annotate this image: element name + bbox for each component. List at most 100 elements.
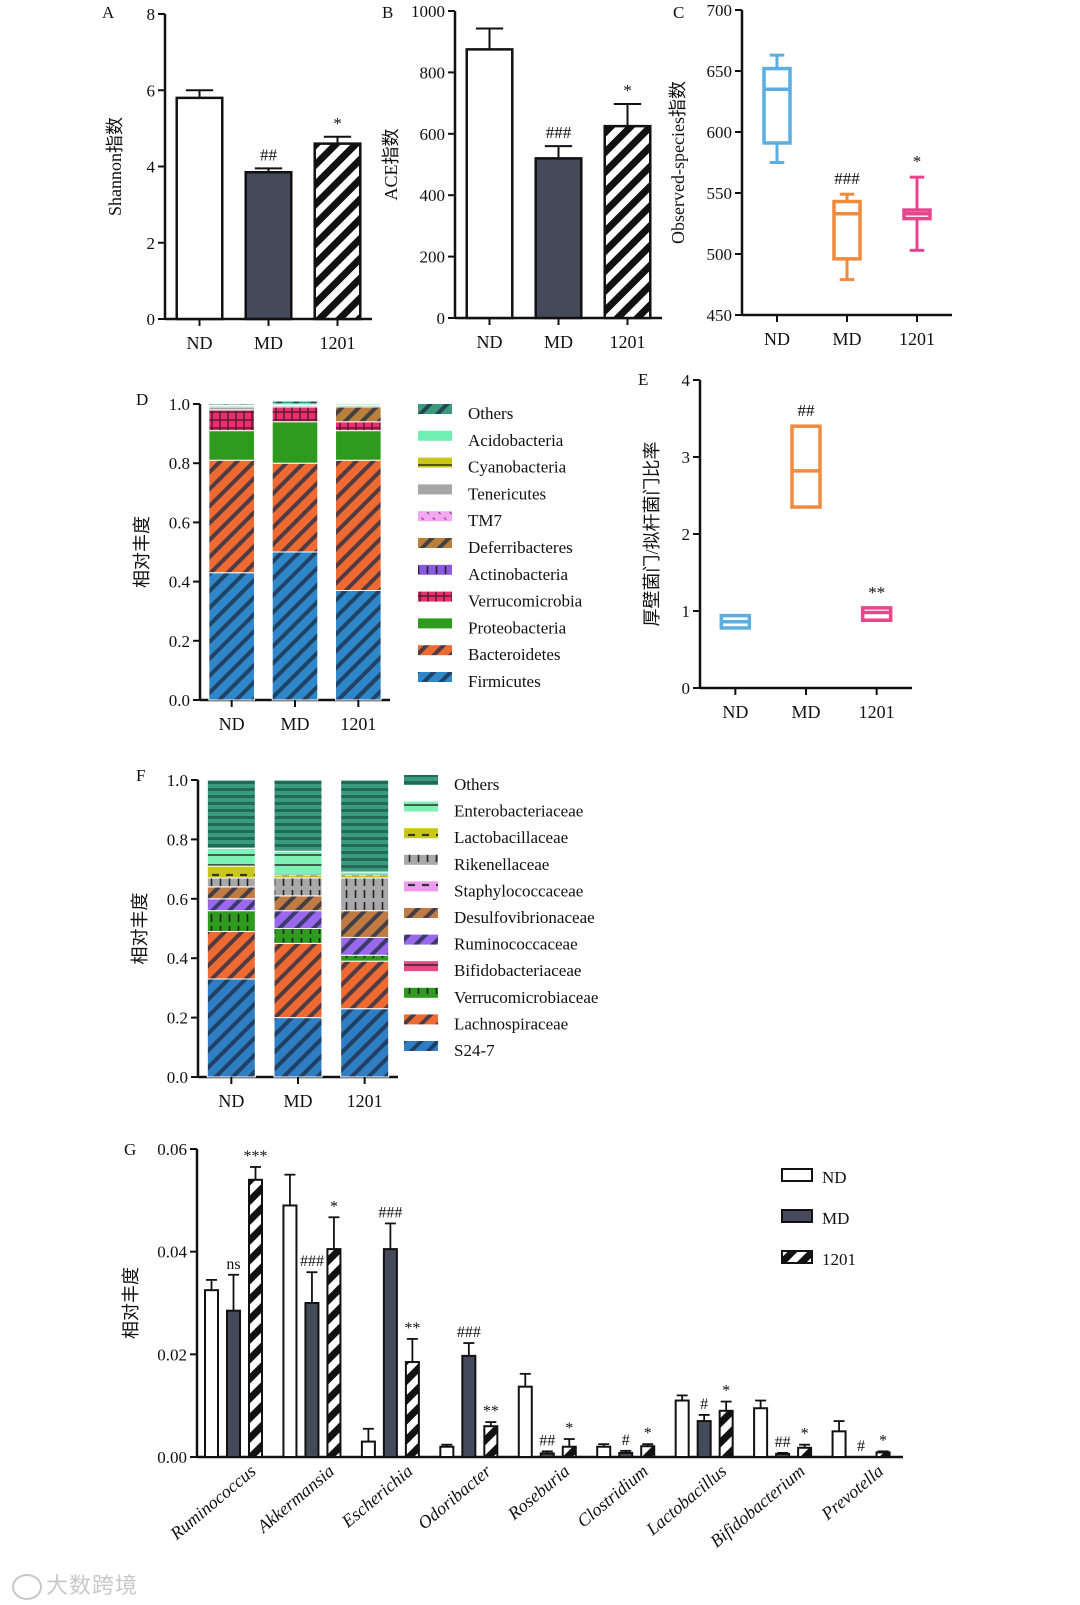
y-tick-label: 0.4 (167, 949, 189, 968)
legend-label: Bifidobacteriaceae (454, 961, 581, 980)
significance-label: ### (546, 123, 572, 142)
significance-label: * (801, 1426, 809, 1443)
x-tick-label: MD (832, 329, 861, 349)
panel-g-genus-abundance: 0.000.020.040.06相对丰度Gns***Ruminococcus##… (121, 1140, 903, 1551)
bar-1201-Akkermansia (326, 1248, 342, 1458)
legend-swatch (418, 538, 452, 548)
significance-label: # (700, 1396, 708, 1413)
x-tick-label: MD (254, 333, 283, 353)
legend-swatch (404, 828, 438, 839)
bar-ND (175, 96, 224, 321)
segment-Verrucomicrobiaceae (340, 954, 390, 962)
x-tick-label: ND (764, 329, 790, 349)
segment-Verrucomicrobiaceae (273, 928, 323, 944)
y-tick-label: 1.0 (167, 771, 188, 790)
x-tick-label: Prevotella (817, 1461, 888, 1525)
segment-Lachnospiraceae (340, 960, 390, 1010)
legend-swatch (418, 618, 452, 629)
y-tick-label: 650 (707, 62, 733, 81)
x-tick-label: Roseburia (503, 1461, 573, 1525)
bar-MD-Bifidobacterium (775, 1452, 791, 1459)
significance-label: * (565, 1420, 573, 1437)
y-tick-label: 700 (707, 1, 733, 20)
segment-Verrucomicrobiaceae (206, 910, 256, 932)
legend-swatch (404, 987, 438, 998)
significance-label: ## (798, 401, 816, 420)
x-tick-label: 1201 (340, 714, 376, 734)
y-tick-label: 0 (147, 310, 156, 329)
legend-swatch (404, 775, 438, 785)
y-tick-label: 0 (682, 679, 691, 698)
legend-label: Deferribacteres (468, 538, 573, 557)
panel-label: E (638, 370, 648, 389)
bar-MD-Escherichia (382, 1248, 398, 1458)
y-tick-label: 600 (707, 123, 733, 142)
y-tick-label: 1.0 (169, 395, 190, 414)
y-tick-label: 0.2 (169, 632, 190, 651)
significance-label: ** (868, 583, 885, 602)
legend-swatch (404, 961, 438, 972)
bar-ND-Akkermansia (282, 1204, 298, 1459)
bar-1201 (313, 142, 362, 321)
segment-Others (206, 779, 256, 849)
y-tick-label: 2 (682, 525, 691, 544)
significance-label: ## (775, 1434, 791, 1451)
segment-Proteobacteria (271, 421, 319, 464)
y-tick-label: 2 (147, 234, 156, 253)
significance-label: ## (539, 1432, 555, 1449)
bar-1201-Clostridium (640, 1445, 656, 1458)
legend-label: Cyanobacteria (468, 458, 567, 477)
segment-Lactobacillaceae (206, 865, 256, 879)
bar-MD-Odoribacter (461, 1354, 477, 1458)
bar-ND-Prevotella (831, 1430, 847, 1459)
segment-Bacteroidetes (208, 459, 255, 574)
y-tick-label: 0.02 (157, 1345, 187, 1364)
bar-ND-Ruminococcus (204, 1289, 219, 1458)
legend-label: Lachnospiraceae (454, 1014, 568, 1033)
legend-label: Tenericutes (468, 484, 546, 503)
bar-1201-Lactobacillus (718, 1409, 734, 1459)
x-tick-label: MD (280, 714, 309, 734)
significance-label: * (333, 114, 342, 133)
y-axis-label: Observed-species指数 (668, 81, 688, 244)
panel-label: A (102, 3, 115, 22)
significance-label: *** (244, 1148, 268, 1165)
segment-Rikenellaceae (206, 877, 256, 888)
y-tick-label: 450 (707, 306, 733, 325)
legend-swatch (404, 881, 438, 892)
y-tick-label: 4 (147, 158, 156, 177)
significance-label: ### (300, 1253, 324, 1270)
y-axis-label: ACE指数 (381, 129, 401, 201)
segment-Firmicutes (271, 551, 319, 701)
y-tick-label: 1 (682, 602, 691, 621)
box-MD (790, 424, 822, 509)
bar-1201-Bifidobacterium (797, 1446, 813, 1459)
legend-swatch (404, 934, 438, 945)
segment-Lachnospiraceae (273, 942, 323, 1019)
bar-ND-Lactobacillus (674, 1399, 690, 1458)
x-tick-label: 1201 (320, 333, 356, 353)
segment-Desulfovibrionaceae (206, 886, 256, 900)
segment-Bacteroidetes (271, 462, 319, 553)
segment-Ruminococcaceae (340, 936, 390, 956)
y-tick-label: 0.4 (169, 573, 191, 592)
legend-label: Enterobacteriaceae (454, 802, 583, 821)
bar-ND-Odoribacter (439, 1445, 455, 1458)
legend-label: Proteobacteria (468, 618, 567, 637)
y-tick-label: 8 (147, 5, 156, 24)
significance-label: ### (834, 169, 860, 188)
legend-label: ND (822, 1168, 847, 1187)
significance-label: * (644, 1425, 652, 1442)
x-tick-label: Odoribacter (414, 1460, 496, 1533)
panel-c-observed-species: 450 500 550 600 650 700 Observed-species指数 C ###… (668, 1, 952, 349)
y-axis-label: Shannon指数 (105, 117, 125, 216)
segment-Bacteroidetes (335, 459, 382, 591)
y-tick-label: 0 (437, 309, 446, 328)
panel-label: G (124, 1140, 136, 1159)
bar-MD (244, 170, 293, 321)
x-tick-label: ND (219, 714, 245, 734)
x-tick-label: Escherichia (337, 1461, 416, 1532)
significance-label: ### (457, 1324, 481, 1341)
watermark: 大数跨境 (12, 1568, 138, 1600)
bar-MD (534, 157, 583, 320)
